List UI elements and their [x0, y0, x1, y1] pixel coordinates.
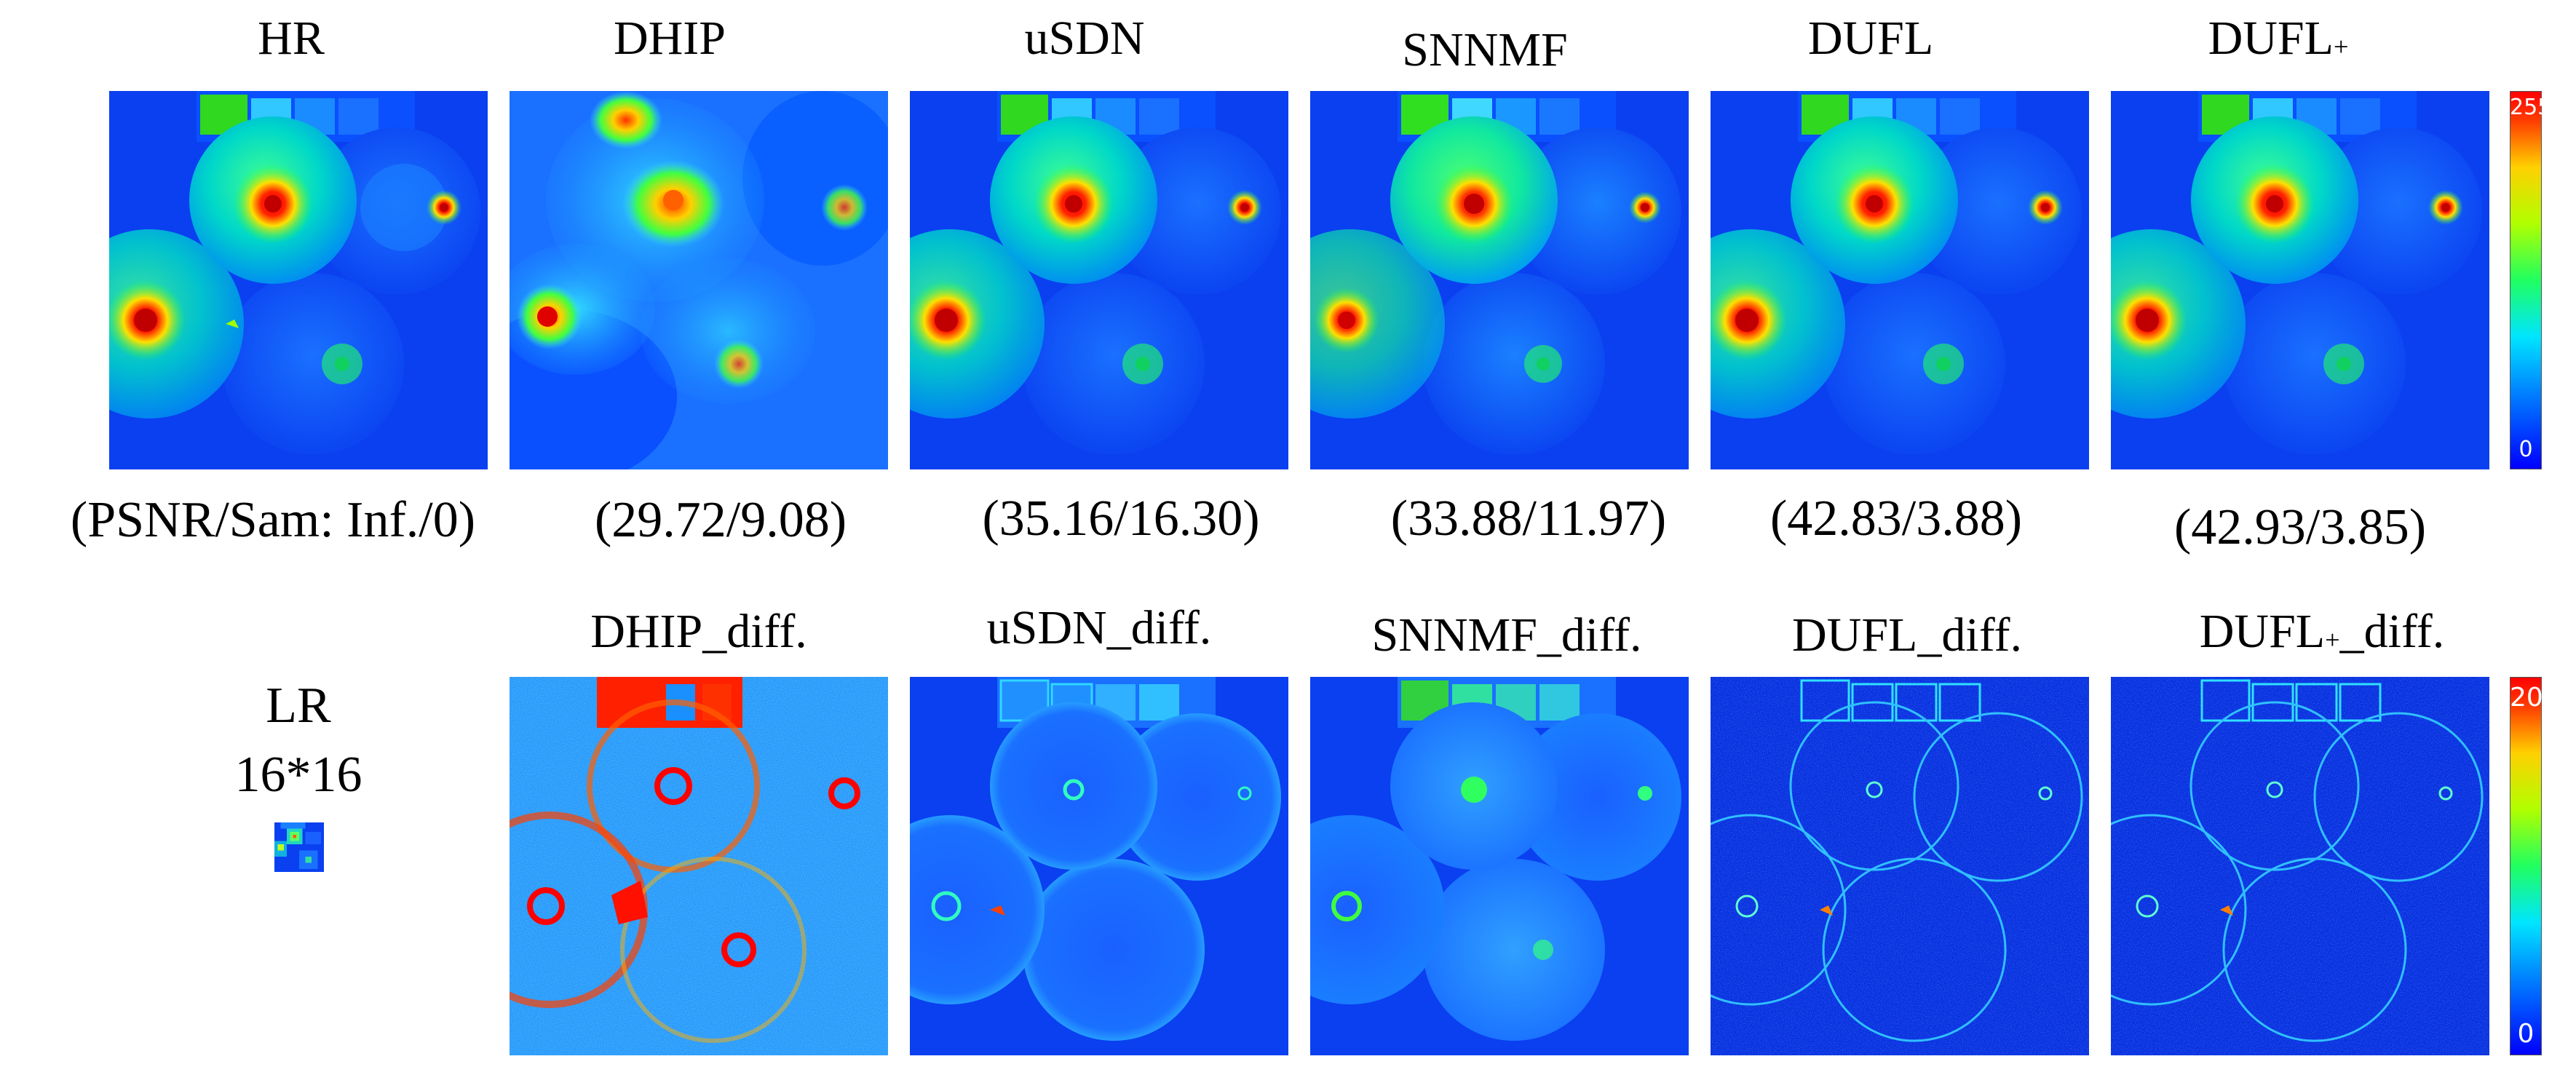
panel-dhip-diff-image [510, 677, 888, 1055]
panel-dufl-plus-image [2111, 91, 2489, 469]
title-dufl-plus-diff-sub: + [2325, 624, 2340, 654]
panel-hr [109, 91, 488, 469]
lr-size: 16*16 [234, 747, 362, 803]
panel-snnmf [1310, 91, 1689, 469]
panel-hr-image [109, 91, 488, 469]
panel-dufl [1711, 91, 2089, 469]
score-dhip: (29.72/9.08) [594, 492, 847, 548]
panel-dhip [510, 91, 888, 469]
title-snnmf-diff: SNNMF_diff. [1371, 608, 1642, 662]
colorbar-top-min: 0 [2518, 437, 2533, 462]
panel-snnmf-diff-image [1310, 677, 1689, 1055]
title-usdn: uSDN [1024, 12, 1145, 65]
colorbar-bottom-min: 0 [2517, 1019, 2535, 1049]
score-usdn: (35.16/16.30) [982, 491, 1260, 547]
title-usdn-diff: uSDN_diff. [986, 601, 1212, 654]
score-hr: (PSNR/Sam: Inf./0) [70, 492, 476, 548]
panel-snnmf-diff [1310, 677, 1689, 1055]
title-dufl-diff: DUFL_diff. [1792, 608, 2022, 662]
title-dufl-plus-diff: DUFL+_diff. [2140, 608, 2504, 656]
title-dufl-plus-text: DUFL [2208, 12, 2334, 65]
panel-dufl-plus [2111, 91, 2489, 469]
panel-dufl-diff-image [1711, 677, 2089, 1055]
panel-dufl-plus-diff [2111, 677, 2489, 1055]
colorbar-bottom-max: 20 [2510, 683, 2543, 713]
panel-usdn-diff [910, 677, 1288, 1055]
panel-dhip-image [510, 91, 888, 469]
title-dufl-plus-diff-suffix: _diff. [2339, 605, 2445, 658]
title-dhip: DHIP [613, 12, 726, 65]
lr-thumbnail [274, 822, 324, 872]
panel-snnmf-image [1310, 91, 1689, 469]
panel-usdn-diff-image [910, 677, 1288, 1055]
panel-dhip-diff [510, 677, 888, 1055]
score-dufl: (42.83/3.88) [1769, 491, 2023, 547]
panel-dufl-plus-diff-image [2111, 677, 2489, 1055]
panel-dufl-diff [1711, 677, 2089, 1055]
score-dufl-plus: (42.93/3.85) [2173, 499, 2427, 555]
lr-title: LR [266, 678, 331, 734]
title-dufl: DUFL [1807, 12, 1934, 65]
colorbar-top [2510, 91, 2542, 469]
title-dufl-plus-sub: + [2333, 31, 2349, 61]
title-dufl-plus: DUFL+ [2176, 15, 2380, 63]
lr-thumbnail-image [274, 822, 324, 872]
panel-usdn-image [910, 91, 1288, 469]
panel-usdn [910, 91, 1288, 469]
panel-dufl-image [1711, 91, 2089, 469]
colorbar-top-max: 255 [2510, 95, 2552, 120]
title-snnmf: SNNMF [1402, 23, 1568, 76]
title-dhip-diff: DHIP_diff. [590, 605, 807, 658]
title-hr: HR [258, 12, 325, 65]
colorbar-bottom [2510, 677, 2542, 1055]
title-dufl-plus-diff-text: DUFL [2199, 605, 2326, 658]
score-snnmf: (33.88/11.97) [1390, 491, 1667, 547]
